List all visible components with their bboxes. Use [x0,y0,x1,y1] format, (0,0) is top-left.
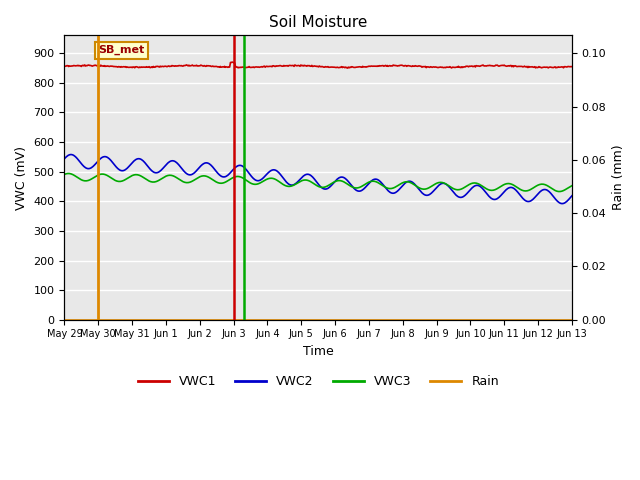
Y-axis label: VWC (mV): VWC (mV) [15,145,28,210]
Title: Soil Moisture: Soil Moisture [269,15,367,30]
X-axis label: Time: Time [303,345,333,358]
Y-axis label: Rain (mm): Rain (mm) [612,145,625,210]
Legend: VWC1, VWC2, VWC3, Rain: VWC1, VWC2, VWC3, Rain [132,370,504,393]
Text: SB_met: SB_met [99,45,145,55]
